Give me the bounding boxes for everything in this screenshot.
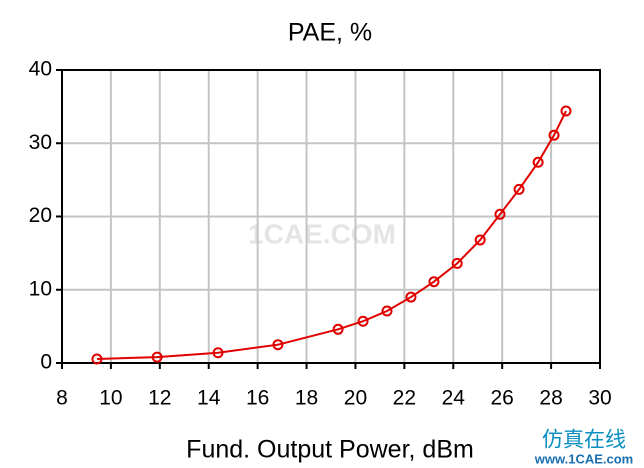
chart-title: PAE, % — [288, 19, 372, 47]
watermark: www.1CAE.com — [534, 451, 633, 466]
marker — [560, 105, 572, 117]
x-tick-label: 8 — [56, 387, 68, 410]
y-tick-label: 0 — [40, 351, 52, 374]
marker — [151, 351, 163, 363]
marker — [212, 347, 224, 359]
plot-frame — [61, 69, 601, 364]
x-tick-label: 12 — [148, 387, 171, 410]
x-tick-label: 14 — [197, 387, 221, 410]
y-tick-label: 40 — [29, 58, 52, 81]
marker — [451, 257, 463, 269]
marker — [381, 305, 393, 317]
x-tick-label: 30 — [588, 387, 611, 410]
marker — [532, 156, 544, 168]
y-tick-label: 30 — [29, 131, 52, 154]
y-tick-label: 10 — [29, 277, 52, 300]
marker — [513, 183, 525, 195]
marker — [357, 315, 369, 327]
marker — [272, 339, 284, 351]
marker — [405, 291, 417, 303]
x-tick-label: 20 — [344, 387, 367, 410]
y-tick-label: 20 — [29, 204, 52, 227]
marker — [332, 323, 344, 335]
marker — [428, 276, 440, 288]
marker — [548, 129, 560, 141]
line — [96, 110, 567, 360]
marker — [91, 353, 103, 365]
x-tick-label: 24 — [442, 387, 466, 410]
x-tick-label: 18 — [295, 387, 318, 410]
x-axis-label: Fund. Output Power, dBm — [186, 436, 474, 464]
x-tick-label: 26 — [491, 387, 514, 410]
marker — [474, 234, 486, 246]
x-tick-label: 22 — [393, 387, 416, 410]
x-tick-label: 10 — [99, 387, 122, 410]
x-tick-label: 28 — [539, 387, 562, 410]
watermark: 1CAE.COM — [248, 218, 396, 249]
watermark: 仿真在线 — [542, 429, 626, 452]
marker — [494, 208, 506, 220]
x-tick-label: 16 — [246, 387, 269, 410]
